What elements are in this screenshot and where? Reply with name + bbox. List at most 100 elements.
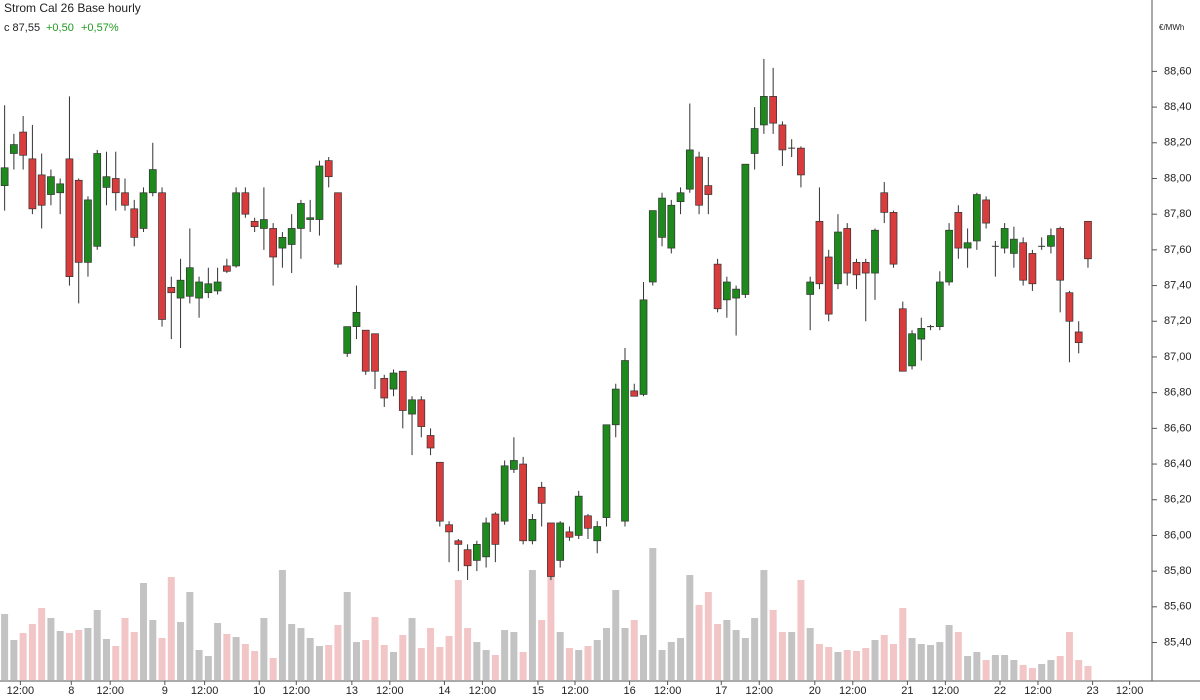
- candle-body: [19, 131, 27, 156]
- candle-body: [148, 169, 157, 194]
- candle-body: [1065, 292, 1074, 322]
- volume-bar: [686, 575, 694, 680]
- volume-bar: [149, 620, 157, 680]
- candle-body: [1028, 253, 1037, 285]
- volume-bar: [741, 638, 749, 680]
- candle-body: [658, 197, 666, 238]
- candle-body: [519, 463, 527, 542]
- volume-bar: [630, 620, 638, 680]
- volume-bar: [121, 618, 129, 680]
- candle-body: [537, 486, 546, 504]
- y-tick-label: 86,20: [1164, 494, 1192, 506]
- candle-body: [352, 311, 361, 327]
- candle-body: [417, 399, 426, 427]
- volume-bar: [140, 583, 148, 680]
- candle-body: [1019, 242, 1027, 281]
- candle-body: [510, 460, 518, 470]
- candle-body: [435, 461, 444, 522]
- candle-body: [1056, 228, 1065, 281]
- x-tick-label: 13: [346, 685, 358, 697]
- volume-bar: [1028, 668, 1036, 680]
- volume-bar: [593, 640, 601, 680]
- y-tick-label: 86,60: [1164, 422, 1192, 434]
- x-tick-label: 20: [809, 685, 821, 697]
- volume-bar: [1065, 632, 1073, 680]
- candle-body: [500, 465, 509, 522]
- volume-bar: [390, 652, 398, 680]
- candle-body: [408, 399, 416, 415]
- volume-bar: [890, 644, 898, 680]
- x-tick-label: 12:00: [469, 685, 497, 697]
- volume-bar: [732, 630, 740, 680]
- candle-body: [1047, 235, 1055, 247]
- candle-body: [1084, 220, 1092, 260]
- candle-body: [306, 217, 315, 220]
- y-tick-label: 85,40: [1164, 636, 1192, 648]
- volume-bar: [436, 647, 444, 680]
- volume-bar: [177, 622, 185, 680]
- volume-bar: [1010, 660, 1018, 680]
- candle-body: [602, 424, 611, 518]
- change: +0,50: [46, 22, 74, 34]
- candle-body: [28, 158, 37, 210]
- volume-bar: [1056, 656, 1064, 680]
- volume-bar: [945, 625, 953, 680]
- volume-bar: [862, 648, 870, 680]
- volume-bar: [1038, 664, 1046, 680]
- volume-bar: [112, 646, 120, 680]
- volume-bar: [352, 642, 360, 680]
- volume-bar: [612, 590, 620, 680]
- volume-bar: [797, 580, 805, 680]
- volume-bar: [334, 625, 342, 680]
- y-tick-label: 88,00: [1164, 172, 1192, 184]
- volume-bar: [1001, 655, 1009, 680]
- candle-body: [84, 199, 92, 263]
- candle-body: [315, 165, 324, 220]
- candle-body: [213, 281, 222, 292]
- candle-body: [204, 283, 213, 294]
- candle-body: [824, 256, 833, 315]
- volume-bar: [260, 618, 268, 680]
- candle-body: [843, 228, 852, 274]
- candle-body: [324, 160, 333, 178]
- volume-bar: [204, 656, 212, 680]
- candle-body: [880, 192, 889, 213]
- candle-body: [1000, 228, 1009, 249]
- volume-bar: [815, 644, 823, 680]
- candle-body: [93, 153, 102, 247]
- volume-bar: [491, 655, 499, 680]
- x-tick-label: 9: [162, 685, 168, 697]
- x-tick-label: 8: [68, 685, 74, 697]
- candle-body: [695, 156, 703, 206]
- x-tick-label: 12:00: [376, 685, 404, 697]
- volume-bar: [56, 631, 64, 680]
- y-tick-label: 85,80: [1164, 565, 1192, 577]
- volume-bar: [973, 652, 981, 680]
- candle-body: [565, 531, 574, 538]
- x-tick-label: 23: [1086, 685, 1098, 697]
- y-tick-label: 88,20: [1164, 137, 1192, 149]
- volume-bar: [251, 651, 259, 680]
- candle-body: [648, 210, 657, 283]
- volume-bar: [871, 640, 879, 680]
- volume-bar: [288, 624, 296, 680]
- candle-body: [482, 522, 490, 558]
- x-tick-label: 12:00: [7, 685, 35, 697]
- volume-bar: [658, 650, 666, 680]
- volume-bar: [778, 632, 786, 680]
- candle-body: [954, 212, 963, 249]
- volume-bar: [677, 638, 685, 680]
- candle-body: [278, 237, 287, 249]
- candle-body: [491, 513, 500, 545]
- volume-bar: [751, 618, 759, 680]
- volume-bar: [232, 637, 240, 680]
- candle-body: [898, 308, 907, 372]
- volume-bar: [880, 635, 888, 680]
- volume-bar: [65, 633, 73, 680]
- candle-body: [732, 288, 740, 299]
- candle-body: [334, 192, 342, 265]
- candle-body: [797, 147, 805, 176]
- volume-bar: [760, 570, 768, 680]
- volume-bar: [427, 628, 435, 680]
